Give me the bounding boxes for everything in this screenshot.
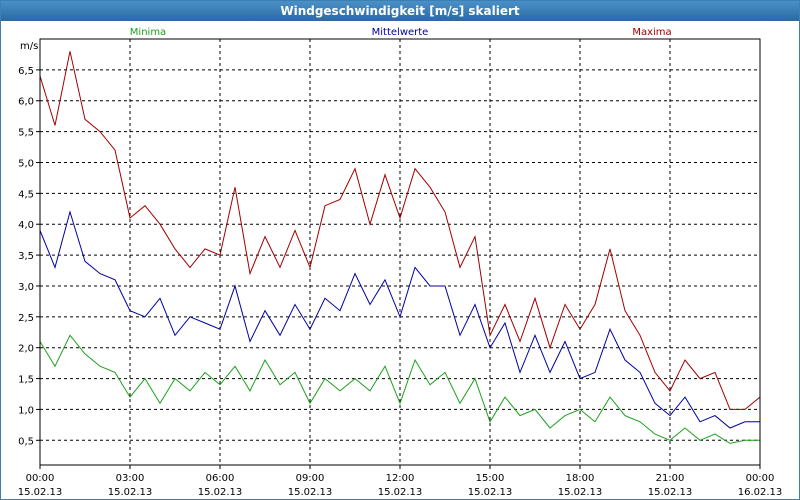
x-tick-date-label: 16.02.13 — [738, 487, 783, 498]
x-tick-time-label: 00:00 — [26, 473, 55, 484]
x-tick-time-label: 06:00 — [206, 473, 235, 484]
x-tick-time-label: 12:00 — [386, 473, 415, 484]
x-tick-date-label: 15.02.13 — [648, 487, 693, 498]
series-line-mittelwerte — [39, 210, 760, 429]
y-tick-label: 4,0 — [18, 220, 34, 231]
y-tick-label: 5,5 — [18, 128, 34, 139]
series-line-minima — [39, 334, 760, 444]
x-tick-time-label: 03:00 — [116, 473, 145, 484]
series-line-maxima — [39, 51, 761, 410]
x-tick-date-label: 15.02.13 — [288, 487, 333, 498]
y-tick-label: 2,5 — [18, 313, 34, 324]
legend: Minima Mittelwerte Maxima — [130, 27, 672, 38]
y-tick-label: 1,0 — [18, 405, 34, 416]
grid-lines — [40, 39, 760, 465]
x-tick-time-label: 09:00 — [296, 473, 325, 484]
legend-mittelwerte: Mittelwerte — [372, 27, 429, 38]
y-tick-label: 1,5 — [18, 375, 34, 386]
y-axis-unit-label: m/s — [20, 41, 38, 52]
y-tick-label: 0,5 — [18, 436, 34, 447]
y-tick-label: 2,0 — [18, 344, 34, 355]
y-tick-label: 5,0 — [18, 158, 34, 169]
y-tick-label: 6,0 — [18, 97, 34, 108]
y-tick-label: 4,5 — [18, 189, 34, 200]
x-tick-time-label: 18:00 — [566, 473, 595, 484]
x-axis-ticks: 00:00 15.02.13 03:00 15.02.13 06:00 15.02.13 0… — [18, 465, 783, 498]
legend-minima: Minima — [130, 27, 166, 38]
y-tick-label: 6,5 — [18, 66, 34, 77]
y-axis-ticks: 0,5 1,0 1,5 2,0 2,5 3,0 3,5 4,0 4,5 5,0 5,5 6,0 6,5 — [18, 66, 40, 447]
y-tick-label: 3,0 — [18, 282, 34, 293]
x-tick-date-label: 15.02.13 — [108, 487, 153, 498]
legend-maxima: Maxima — [632, 27, 671, 38]
x-tick-date-label: 15.02.13 — [198, 487, 243, 498]
chart-title: Windgeschwindigkeit [m/s] skaliert — [1, 1, 799, 21]
x-tick-date-label: 15.02.13 — [558, 487, 603, 498]
x-tick-time-label: 15:00 — [476, 473, 505, 484]
x-tick-date-label: 15.02.13 — [18, 487, 63, 498]
series-layer — [39, 51, 761, 444]
x-tick-time-label: 00:00 — [746, 473, 775, 484]
x-tick-date-label: 15.02.13 — [468, 487, 513, 498]
y-tick-label: 3,5 — [18, 251, 34, 262]
x-tick-date-label: 15.02.13 — [378, 487, 423, 498]
x-tick-time-label: 21:00 — [656, 473, 685, 484]
